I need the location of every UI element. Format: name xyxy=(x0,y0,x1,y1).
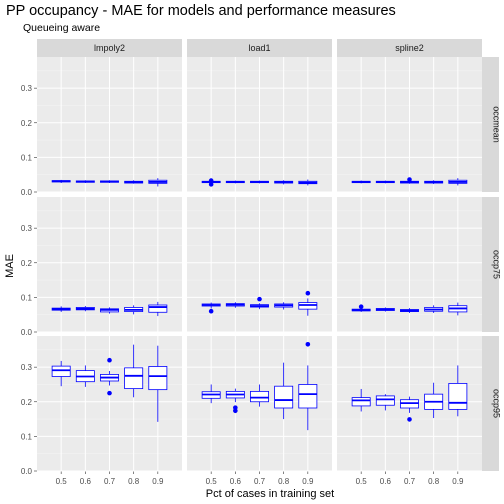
chart-subtitle: Queueing aware xyxy=(23,22,100,34)
box-iqr xyxy=(51,365,71,377)
y-tick-label: 0.0 xyxy=(21,188,33,197)
x-tick-label: 0.5 xyxy=(356,477,368,486)
x-tick-label: 0.7 xyxy=(404,477,416,486)
facet-strip-occmean xyxy=(482,57,499,192)
panel-spline2-occp95 xyxy=(337,336,482,472)
facet-strip-label: occp75 xyxy=(492,250,502,279)
outlier-point xyxy=(358,304,364,310)
outlier-point xyxy=(208,308,214,314)
x-tick-label: 0.6 xyxy=(80,477,92,486)
outlier-point xyxy=(208,178,214,183)
outlier-point xyxy=(305,290,311,296)
outlier-point xyxy=(257,296,262,302)
facet-strip-label: load1 xyxy=(248,43,270,53)
panel-lmpoly2-occmean xyxy=(37,57,182,193)
x-tick-label: 0.7 xyxy=(104,477,116,486)
x-tick-label: 0.8 xyxy=(128,477,140,486)
box-iqr xyxy=(274,385,294,409)
y-tick-label: 0.3 xyxy=(21,84,33,93)
y-tick-label: 0.3 xyxy=(21,363,33,372)
x-tick-label: 0.9 xyxy=(302,477,314,486)
outlier-point xyxy=(407,417,412,422)
panel-lmpoly2-occp75 xyxy=(37,197,182,333)
y-tick-label: 0.2 xyxy=(21,119,33,128)
panel-spline2-occp75 xyxy=(337,197,482,333)
outlier-point xyxy=(208,182,214,187)
x-tick-label: 0.9 xyxy=(152,477,164,486)
x-tick-label: 0.5 xyxy=(56,477,68,486)
x-tick-label: 0.8 xyxy=(278,477,290,486)
y-tick-label: 0.1 xyxy=(21,153,33,162)
x-tick-label: 0.9 xyxy=(452,477,464,486)
y-tick-label: 0.0 xyxy=(21,467,33,476)
facet-strip-label: occp95 xyxy=(492,389,502,418)
y-tick-label: 0.1 xyxy=(21,432,33,441)
x-tick-label: 0.6 xyxy=(230,477,242,486)
box-iqr xyxy=(124,367,144,390)
facet-strip-load1 xyxy=(187,39,332,57)
outlier-point xyxy=(407,177,412,182)
outlier-point xyxy=(233,408,238,414)
x-axis-title: Pct of cases in training set xyxy=(206,488,334,500)
panel-load1-occp95 xyxy=(187,336,332,472)
panel-lmpoly2-occp95 xyxy=(37,336,182,472)
y-tick-label: 0.3 xyxy=(21,224,33,233)
y-tick-label: 0.1 xyxy=(21,293,33,302)
box-iqr xyxy=(250,390,269,403)
x-tick-label: 0.8 xyxy=(428,477,440,486)
chart-title: PP occupancy - MAE for models and perfor… xyxy=(6,3,396,19)
y-tick-label: 0.0 xyxy=(21,328,33,337)
x-tick-label: 0.7 xyxy=(254,477,266,486)
y-axis-title: MAE xyxy=(4,254,16,278)
facet-strip-occp95 xyxy=(482,336,499,471)
outlier-point xyxy=(107,390,112,396)
panel-spline2-occmean xyxy=(337,57,482,193)
facet-grid: lmpoly2 load1 spline2 occmean occp75 occp95 0.… xyxy=(21,39,502,486)
facet-strip-spline2 xyxy=(337,39,482,57)
box-iqr xyxy=(375,395,395,406)
box-iqr xyxy=(148,366,168,391)
box-iqr xyxy=(351,397,371,407)
outlier-point xyxy=(107,357,112,363)
panel-load1-occmean xyxy=(187,57,332,193)
facet-strip-label: occmean xyxy=(492,106,502,143)
panel-load1-occp75 xyxy=(187,197,332,333)
facet-strip-label: lmpoly2 xyxy=(94,43,125,53)
y-tick-label: 0.2 xyxy=(21,398,33,407)
facet-strip-occp75 xyxy=(482,197,499,332)
y-tick-label: 0.2 xyxy=(21,259,33,268)
box-iqr xyxy=(148,304,168,313)
x-tick-label: 0.6 xyxy=(380,477,392,486)
x-tick-label: 0.5 xyxy=(206,477,218,486)
outlier-point xyxy=(305,342,311,347)
box-iqr xyxy=(448,383,468,410)
facet-strip-lmpoly2 xyxy=(37,39,182,57)
facet-strip-label: spline2 xyxy=(395,43,424,53)
box-iqr xyxy=(298,384,318,409)
